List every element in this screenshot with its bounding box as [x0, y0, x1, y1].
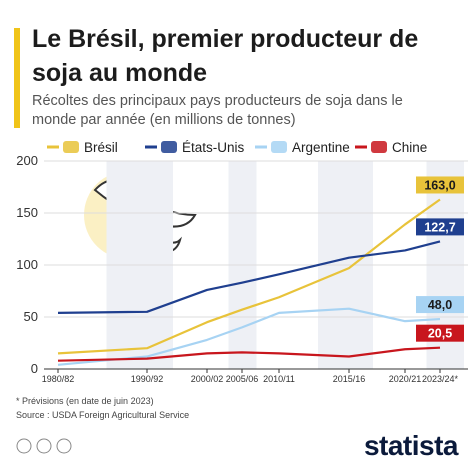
legend-label: Argentine [292, 140, 350, 155]
x-tick-label: 2010/11 [263, 374, 295, 384]
x-tick-label: 1990/92 [131, 374, 164, 384]
y-tick-label: 100 [16, 257, 38, 272]
x-tick-label: 2005/06 [226, 374, 259, 384]
chart-title: Le Brésil, premier producteur de soja au… [32, 25, 419, 87]
series-line [57, 240, 441, 314]
legend-flag [371, 141, 387, 153]
y-tick-label: 150 [16, 205, 38, 220]
value-label-box [416, 176, 464, 194]
legend-label: Brésil [84, 140, 118, 155]
cc-icons [16, 438, 72, 454]
legend-flag [271, 141, 287, 153]
y-tick-label: 0 [31, 361, 38, 376]
x-tick-label: 2015/16 [333, 374, 366, 384]
source: Source : USDA Foreign Agricultural Servi… [16, 410, 190, 420]
value-label-box [416, 324, 464, 342]
series-line [57, 346, 441, 362]
value-label: 48,0 [428, 298, 452, 312]
brand-logo: statista [363, 430, 459, 461]
legend: Brésil États-Unis Argentine Chine [47, 140, 427, 155]
chart-subtitle: Récoltes des principaux pays producteurs… [32, 93, 403, 128]
accent-bar [14, 28, 20, 128]
note: * Prévisions (en date de juin 2023) [16, 396, 154, 406]
legend-label: États-Unis [182, 140, 245, 155]
value-label-box [416, 218, 464, 236]
legend-flag [63, 141, 79, 153]
legend-label: Chine [392, 140, 427, 155]
legend-flag [161, 141, 177, 153]
value-label: 163,0 [424, 178, 455, 192]
value-label: 20,5 [428, 327, 452, 341]
x-tick-label: 2023/24* [422, 374, 459, 384]
x-tick-label: 1980/82 [42, 374, 75, 384]
value-label-box [416, 296, 464, 314]
x-tick-label: 2020/21 [389, 374, 422, 384]
y-tick-label: 200 [16, 153, 38, 168]
value-label: 122,7 [424, 220, 455, 234]
x-tick-label: 2000/02 [191, 374, 224, 384]
y-tick-label: 50 [24, 309, 38, 324]
series-line [57, 198, 441, 355]
series-line [57, 307, 441, 366]
